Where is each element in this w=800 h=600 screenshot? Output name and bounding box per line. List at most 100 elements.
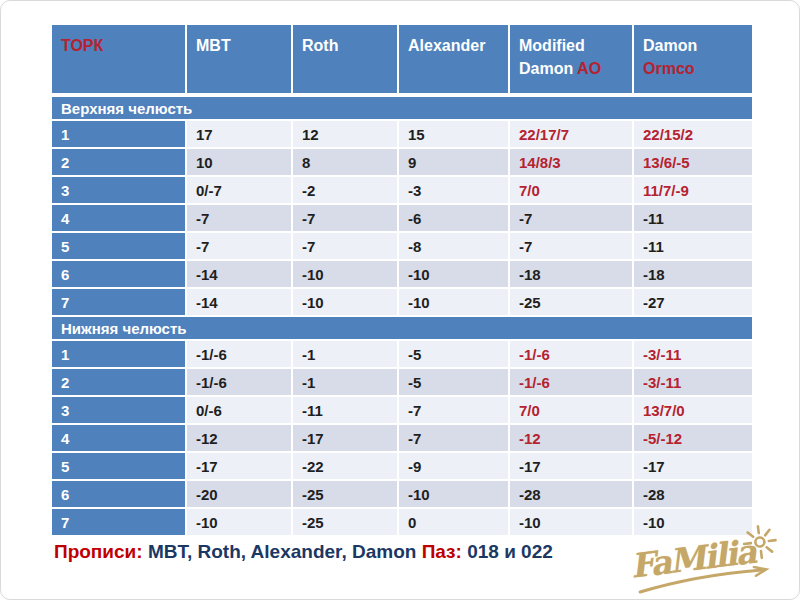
value-cell: -1/-6 <box>187 369 293 397</box>
column-header: Roth <box>293 25 399 97</box>
prescriptions-value: MBT, Roth, Alexander, Damon <box>143 541 417 562</box>
value-cell: -28 <box>634 481 752 509</box>
value-cell: 13/7/0 <box>634 397 752 425</box>
column-header: Alexander <box>399 25 510 97</box>
value-cell: 7/0 <box>510 397 634 425</box>
torque-table: ТОРК MBT Roth Alexander ModifiedDamon AODamo… <box>52 25 752 537</box>
value-cell: -10 <box>399 261 510 289</box>
table-row: 4-12-17-7-12-5/-12 <box>52 425 752 453</box>
value-cell: -25 <box>293 509 399 537</box>
column-header-text: ТОРК <box>61 37 103 54</box>
value-cell: -25 <box>510 289 634 317</box>
prescriptions-label: Прописи: <box>54 541 143 562</box>
value-cell: -14 <box>187 261 293 289</box>
row-label: 1 <box>52 121 187 149</box>
table-row: 6-20-25-10-28-28 <box>52 481 752 509</box>
value-cell: -18 <box>634 261 752 289</box>
value-cell: 0 <box>399 509 510 537</box>
value-cell: -9 <box>399 453 510 481</box>
value-cell: -8 <box>399 233 510 261</box>
table-row: 7-14-10-10-25-27 <box>52 289 752 317</box>
value-cell: -28 <box>510 481 634 509</box>
value-cell: -7 <box>399 425 510 453</box>
footer-caption: Прописи: MBT, Roth, Alexander, Damon Паз… <box>54 541 614 563</box>
table-row: 7-10-250-10-10 <box>52 509 752 537</box>
value-cell: -10 <box>293 289 399 317</box>
value-cell: -1 <box>293 341 399 369</box>
table-row: 5-17-22-9-17-17 <box>52 453 752 481</box>
value-cell: 12 <box>293 121 399 149</box>
value-cell: -11 <box>634 233 752 261</box>
table-row: 4-7-7-6-7-11 <box>52 205 752 233</box>
row-label: 3 <box>52 177 187 205</box>
column-header-text: Alexander <box>408 37 485 54</box>
value-cell: -3/-11 <box>634 369 752 397</box>
row-label: 4 <box>52 205 187 233</box>
row-label: 6 <box>52 481 187 509</box>
value-cell: -10 <box>399 289 510 317</box>
table-row: 30/-7-2-37/011/7/-9 <box>52 177 752 205</box>
table-row: 117121522/17/722/15/2 <box>52 121 752 149</box>
value-cell: -1 <box>293 369 399 397</box>
value-cell: -17 <box>293 425 399 453</box>
value-cell: -10 <box>187 509 293 537</box>
value-cell: -7 <box>293 233 399 261</box>
section-row: Верхняя челюсть <box>52 97 752 121</box>
value-cell: -25 <box>293 481 399 509</box>
value-cell: -1/-6 <box>187 341 293 369</box>
sun-icon <box>741 523 779 561</box>
value-cell: -2 <box>293 177 399 205</box>
slot-label: Паз: <box>416 541 462 562</box>
row-label: 7 <box>52 509 187 537</box>
table-row: 5-7-7-8-7-11 <box>52 233 752 261</box>
value-cell: -20 <box>187 481 293 509</box>
value-cell: -1/-6 <box>510 369 634 397</box>
value-cell: -22 <box>293 453 399 481</box>
value-cell: -7 <box>510 205 634 233</box>
column-header: ТОРК <box>52 25 187 97</box>
column-header: ModifiedDamon AO <box>510 25 634 97</box>
value-cell: -10 <box>293 261 399 289</box>
value-cell: -11 <box>293 397 399 425</box>
value-cell: -18 <box>510 261 634 289</box>
row-label: 5 <box>52 233 187 261</box>
table-row: 30/-6-11-77/013/7/0 <box>52 397 752 425</box>
value-cell: -12 <box>510 425 634 453</box>
value-cell: -5/-12 <box>634 425 752 453</box>
column-header-text: AO <box>577 60 601 77</box>
column-header-text: MBT <box>196 37 231 54</box>
value-cell: 9 <box>399 149 510 177</box>
slot-value: 018 и 022 <box>462 541 553 562</box>
table-header-row: ТОРК MBT Roth Alexander ModifiedDamon AODamo… <box>52 25 752 97</box>
value-cell: -5 <box>399 369 510 397</box>
value-cell: -7 <box>187 233 293 261</box>
row-label: 7 <box>52 289 187 317</box>
value-cell: 22/15/2 <box>634 121 752 149</box>
column-header-text: Ormco <box>643 60 695 77</box>
row-label: 1 <box>52 341 187 369</box>
table-row: 6-14-10-10-18-18 <box>52 261 752 289</box>
value-cell: 0/-7 <box>187 177 293 205</box>
column-header: MBT <box>187 25 293 97</box>
table-body: Верхняя челюсть117121522/17/722/15/22108… <box>52 97 752 537</box>
value-cell: -6 <box>399 205 510 233</box>
value-cell: 7/0 <box>510 177 634 205</box>
row-label: 3 <box>52 397 187 425</box>
value-cell: -10 <box>399 481 510 509</box>
header-row: ТОРК MBT Roth Alexander ModifiedDamon AODamo… <box>52 25 752 97</box>
value-cell: -7 <box>399 397 510 425</box>
value-cell: -7 <box>187 205 293 233</box>
value-cell: 14/8/3 <box>510 149 634 177</box>
slide: ТОРК MBT Roth Alexander ModifiedDamon AODamo… <box>0 0 800 600</box>
row-label: 5 <box>52 453 187 481</box>
value-cell: 0/-6 <box>187 397 293 425</box>
value-cell: -3 <box>399 177 510 205</box>
row-label: 4 <box>52 425 187 453</box>
section-row: Нижняя челюсть <box>52 317 752 341</box>
value-cell: -11 <box>634 205 752 233</box>
value-cell: -5 <box>399 341 510 369</box>
column-header-text: Modified <box>519 37 585 54</box>
row-label: 2 <box>52 149 187 177</box>
value-cell: 17 <box>187 121 293 149</box>
column-header: DamonOrmco <box>634 25 752 97</box>
